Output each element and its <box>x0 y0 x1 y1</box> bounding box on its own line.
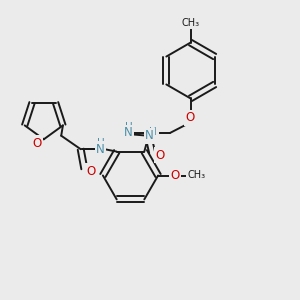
Text: O: O <box>186 111 195 124</box>
Text: CH₃: CH₃ <box>187 170 205 181</box>
Text: N: N <box>96 143 105 156</box>
Text: O: O <box>155 149 164 162</box>
Text: H: H <box>124 122 132 132</box>
Text: N: N <box>145 130 154 142</box>
Text: O: O <box>32 137 41 150</box>
Text: H: H <box>97 138 104 148</box>
Text: O: O <box>86 165 95 178</box>
Text: N: N <box>124 126 133 140</box>
Text: H: H <box>149 128 157 137</box>
Text: O: O <box>171 169 180 182</box>
Text: CH₃: CH₃ <box>182 17 200 28</box>
